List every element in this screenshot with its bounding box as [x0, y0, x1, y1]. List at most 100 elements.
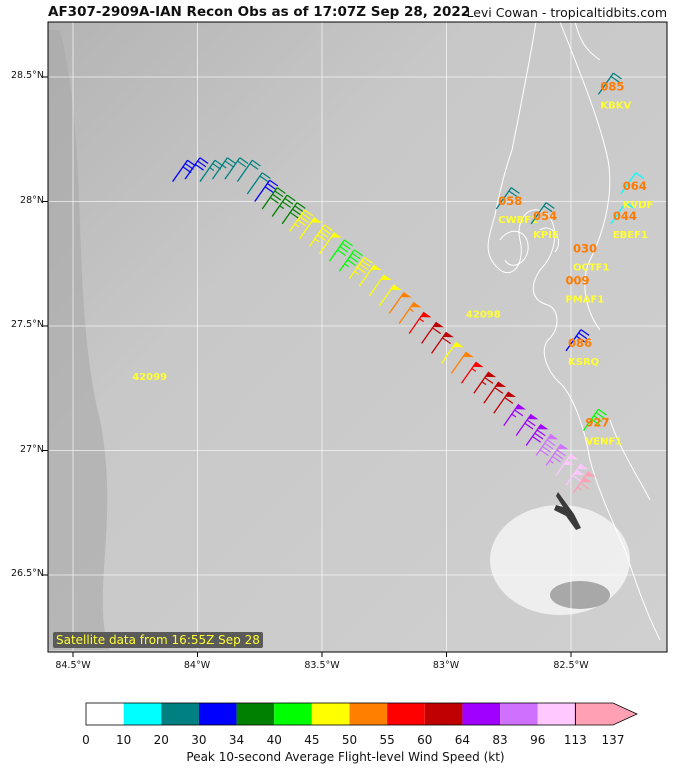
flight-wind-barb [309, 224, 333, 247]
axis-ticks [43, 76, 572, 657]
flight-wind-barb [318, 232, 342, 255]
colorbar-tick-label: 10 [116, 733, 132, 747]
lon-label-83-5: 83.5°W [304, 660, 340, 671]
colorbar-segment [574, 702, 638, 726]
flight-wind-barb [328, 239, 353, 262]
station-pressure-value: 086 [568, 336, 592, 350]
colorbar-segment [387, 703, 425, 725]
aircraft-icon [554, 492, 581, 530]
station-id-label: VENF1 [585, 437, 622, 448]
flight-wind-barb [236, 159, 261, 182]
colorbar-tick-label: 40 [266, 733, 282, 747]
colorbar-tick-label: 83 [492, 733, 508, 747]
colorbar-segment [500, 703, 538, 725]
colorbar-tick-label: 137 [601, 733, 625, 747]
station-pressure-value: 054 [533, 209, 557, 223]
colorbar-segment [349, 703, 388, 725]
flight-wind-barb [503, 403, 527, 426]
lat-label-28: 28°N [20, 195, 44, 206]
colorbar-tick-label: 45 [304, 733, 320, 747]
flight-wind-barb [460, 361, 484, 384]
colorbar-segment [274, 703, 312, 725]
station-id-label: KVDF [623, 200, 654, 211]
flight-wind-barb [398, 301, 422, 324]
colorbar-tick-label: 0 [82, 733, 90, 747]
colorbar [85, 702, 638, 726]
flight-wind-barb [358, 264, 382, 287]
lon-label-82-5: 82.5°W [553, 660, 589, 671]
flight-wind-barb [388, 291, 412, 314]
colorbar-tick-label: 20 [153, 733, 169, 747]
flight-wind-barb [545, 443, 569, 466]
flight-wind-barb [431, 331, 454, 354]
colorbar-tick-label: 30 [191, 733, 207, 747]
colorbar-outline [85, 702, 576, 726]
colorbar-segment [123, 703, 162, 725]
credit-text: Levi Cowan - tropicaltidbits.com [466, 5, 667, 20]
flight-wind-barb [440, 341, 464, 364]
flight-wind-barb [525, 423, 549, 446]
colorbar-segment [424, 703, 463, 725]
storm-core [550, 581, 610, 609]
colorbar-tick-label: 55 [379, 733, 395, 747]
station-wind-barb [597, 72, 622, 95]
coastline-inland [559, 22, 651, 501]
flight-wind-barb [368, 274, 392, 297]
colorbar-tick-label: 113 [563, 733, 587, 747]
lon-label-83: 83°W [432, 660, 460, 671]
station-wind-barb [582, 408, 607, 431]
colorbar-segment [86, 703, 124, 725]
flight-wind-barb [348, 256, 373, 280]
flight-wind-barb [378, 284, 402, 307]
flight-wind-barb [572, 471, 596, 494]
flight-wind-barb [261, 187, 286, 210]
flight-observations [172, 157, 596, 494]
flight-wind-barb [224, 157, 249, 180]
flight-wind-barb [289, 209, 314, 232]
flight-wind-barb [281, 202, 306, 225]
flight-wind-barb [450, 351, 474, 374]
station-wind-barb [565, 329, 590, 352]
map-frame [47, 21, 668, 653]
lat-label-27-5: 27.5°N [10, 319, 44, 330]
bay-outline [499, 227, 560, 266]
satellite-timestamp: Satellite data from 16:55Z Sep 28 [53, 632, 263, 648]
station-pressure-value: 030 [573, 241, 597, 255]
flight-wind-barb [338, 249, 363, 272]
lon-label-84: 84°W [183, 660, 211, 671]
station-id-label: KPIE [533, 230, 559, 241]
colorbar-tick-label: 96 [530, 733, 546, 747]
map-title: AF307-2909A-IAN Recon Obs as of 17:07Z S… [48, 4, 471, 20]
station-id-label: 42098 [466, 310, 501, 321]
graticule [48, 22, 667, 652]
station-id-label: EBEF1 [613, 230, 648, 241]
colorbar-tick-label: 64 [454, 733, 471, 747]
flight-wind-barb [555, 453, 579, 476]
station-id-label: KBKV [600, 100, 631, 111]
flight-wind-barb [184, 157, 209, 180]
flight-wind-barb [246, 172, 271, 195]
station-id-label: CWBF1 [498, 215, 538, 226]
flight-wind-barb [535, 433, 559, 456]
flight-wind-barb [408, 311, 432, 334]
station-id-label: 42099 [132, 372, 167, 383]
colorbar-segment [198, 703, 237, 725]
flight-wind-barb [254, 179, 279, 202]
colorbar-tick-label: 60 [417, 733, 433, 747]
station-id-label: OCTF1 [573, 262, 609, 273]
colorbar-tick-label: 34 [228, 733, 245, 747]
station-wind-barb [610, 202, 635, 225]
colorbar-segment [311, 703, 350, 725]
station-pressure-value: 044 [613, 209, 637, 223]
lat-label-26-5: 26.5°N [10, 568, 44, 579]
flight-wind-barb [211, 157, 236, 180]
colorbar-segment [462, 703, 501, 725]
station-pressure-value: 009 [566, 274, 590, 288]
flight-wind-barb [515, 413, 539, 436]
station-wind-barb [620, 172, 645, 195]
lon-label-84-5: 84.5°W [55, 660, 91, 671]
lat-label-27: 27°N [20, 444, 44, 455]
station-pressure-value: 058 [498, 194, 522, 208]
station-pressure-value: 927 [585, 416, 609, 430]
station-id-label: KSRQ [568, 357, 599, 368]
